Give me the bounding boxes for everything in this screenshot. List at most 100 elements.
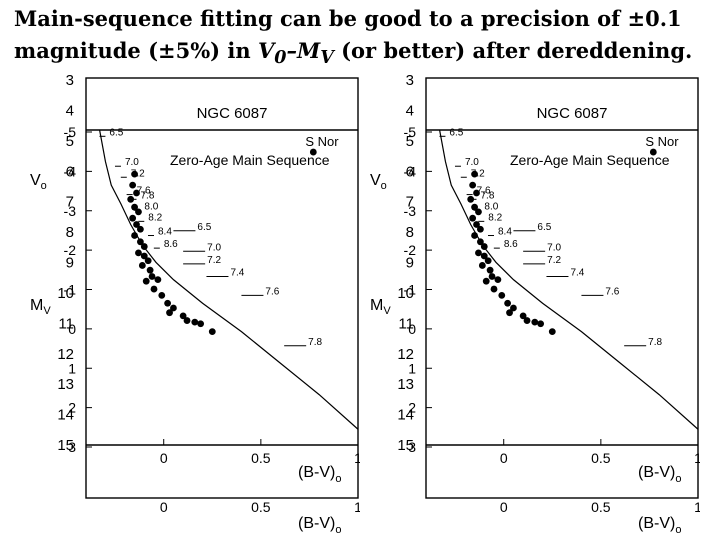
- title-text-b: (or better) after dereddening.: [333, 38, 693, 63]
- zams-label: Zero-Age Main Sequence: [510, 152, 670, 168]
- x-tick-label-lower: 1: [694, 499, 700, 515]
- data-point: [191, 318, 199, 326]
- data-point: [531, 318, 539, 326]
- data-point: [150, 285, 158, 293]
- y-tick-label-outer: 12: [57, 346, 74, 363]
- mass-label: 8.6: [504, 239, 518, 250]
- data-point: [131, 203, 138, 211]
- data-point: [477, 238, 484, 246]
- star-label: S Nor: [305, 134, 339, 149]
- y-tick-label-outer: 14: [397, 407, 414, 424]
- mass-label: 8.6: [164, 239, 178, 250]
- data-point: [471, 232, 478, 239]
- data-point: [138, 262, 146, 269]
- y-axis-label-mv: MV: [30, 297, 51, 317]
- y-tick-label-inner: -1: [64, 282, 77, 298]
- data-point: [140, 243, 148, 250]
- title-text-a: magnitude (±5%) in: [14, 38, 258, 63]
- data-point: [523, 317, 531, 324]
- data-point: [158, 291, 166, 299]
- x-tick-label: 1: [354, 450, 360, 466]
- mass-label: 6.5: [449, 127, 463, 138]
- mass-label: 8.0: [144, 201, 158, 212]
- y-tick-label-outer: 3: [66, 72, 74, 89]
- y-tick-label-outer: 6: [66, 163, 74, 180]
- x-tick-label: 0: [160, 450, 168, 466]
- y-tick-label-outer: 10: [57, 285, 74, 302]
- x-axis-label: (B-V)o: [298, 464, 341, 485]
- x-tick-label: 0.5: [591, 450, 611, 466]
- y-axis-label-v0: Vo: [30, 172, 47, 192]
- y-tick-label-inner: -5: [64, 124, 77, 140]
- mass-label: 7.4: [230, 267, 244, 278]
- data-point: [183, 317, 191, 324]
- data-point: [488, 273, 496, 280]
- data-point: [146, 266, 154, 274]
- y-tick-label-inner: -5: [404, 124, 417, 140]
- x-axis-label: (B-V)o: [638, 464, 681, 485]
- data-point: [148, 273, 156, 280]
- y-tick-label-outer: 12: [397, 346, 414, 363]
- y-tick-label-inner: 1: [408, 360, 416, 376]
- y-axis-label-mv: MV: [370, 297, 391, 317]
- data-point: [137, 238, 144, 246]
- y-tick-label-outer: 13: [57, 376, 74, 393]
- data-point: [142, 277, 150, 285]
- data-point: [131, 170, 138, 178]
- y-tick-label-outer: 13: [397, 376, 414, 393]
- mass-label: 7.8: [308, 337, 322, 348]
- mass-label: 6.5: [109, 127, 123, 138]
- title-v0: V0–MV: [258, 38, 334, 68]
- data-point: [473, 221, 480, 228]
- y-tick-label-outer: 6: [406, 163, 414, 180]
- data-point: [490, 285, 498, 293]
- data-point: [477, 225, 484, 233]
- zams-curve: [439, 129, 699, 430]
- slide-title-line-1: Main-sequence fitting can be good to a p…: [14, 6, 682, 31]
- data-point: [475, 249, 482, 257]
- y-tick-label-outer: 3: [406, 72, 414, 89]
- mass-label: 8.0: [484, 201, 498, 212]
- data-point: [494, 276, 502, 284]
- y-tick-label-outer: 5: [406, 133, 414, 150]
- data-point: [309, 148, 317, 156]
- y-tick-label-inner: -3: [404, 203, 417, 219]
- x-tick-label-lower: 1: [354, 499, 360, 515]
- data-point: [197, 320, 205, 328]
- y-tick-label-inner: 0: [68, 321, 76, 337]
- data-point: [480, 252, 488, 260]
- mass-label: 8.4: [498, 227, 512, 238]
- title-sub-0: 0: [274, 48, 287, 69]
- mass-label: 7.6: [137, 186, 151, 197]
- y-tick-label-inner: 1: [68, 360, 76, 376]
- x-tick-label: 0.5: [251, 450, 271, 466]
- plot-frame: [425, 77, 699, 499]
- y-axis-label-v0: Vo: [370, 172, 387, 192]
- y-tick-label-inner: -4: [64, 163, 77, 179]
- data-point: [208, 328, 216, 335]
- y-tick-label-outer: 7: [406, 194, 414, 211]
- y-tick-label-inner: -1: [404, 282, 417, 298]
- data-point: [537, 320, 545, 328]
- data-point: [475, 208, 482, 216]
- y-tick-label-outer: 14: [57, 407, 74, 424]
- mass-label: 6.5: [197, 222, 211, 233]
- plot-frame: [85, 77, 359, 499]
- data-point: [154, 276, 162, 284]
- cluster-label: NGC 6087: [197, 105, 268, 122]
- data-point: [519, 312, 527, 320]
- data-point: [164, 299, 172, 307]
- y-tick-label-inner: 2: [68, 400, 76, 416]
- x-axis-label-lower: (B-V)o: [298, 515, 341, 536]
- data-point: [129, 214, 137, 222]
- y-tick-label-outer: 4: [66, 102, 74, 119]
- title-sub-v: V: [320, 48, 334, 69]
- data-point: [179, 312, 187, 320]
- data-point: [510, 304, 517, 312]
- y-tick-label-inner: -3: [64, 203, 77, 219]
- mass-label: 7.0: [125, 157, 139, 168]
- data-point: [649, 148, 657, 156]
- mass-label: 7.8: [481, 190, 495, 201]
- mass-label: 7.8: [141, 190, 155, 201]
- data-point: [144, 257, 152, 265]
